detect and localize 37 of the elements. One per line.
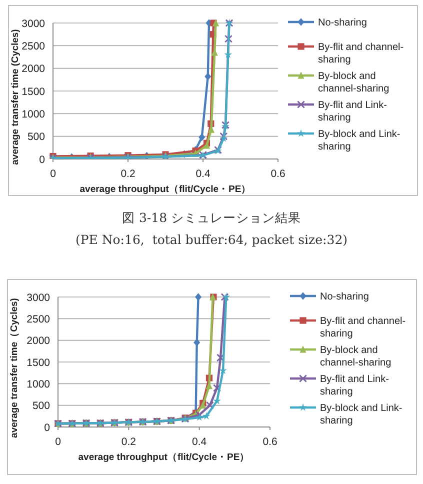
legend-label: No-sharing: [318, 18, 367, 28]
text: (PE No:16, total buffer:64, packet size:32): [75, 232, 348, 247]
x-tick-label: 0.2: [121, 436, 136, 448]
x-axis-title: average throughput（flit/Cycle・PE）: [80, 184, 252, 195]
y-tick-label: 1000: [22, 108, 46, 120]
legend-label: By-block and channel-sharing: [318, 71, 390, 94]
y-axis-title: average transfer time（Cycles): [9, 298, 20, 438]
x-tick-label: 0.6: [270, 168, 286, 180]
y-tick-label: 2500: [26, 313, 50, 326]
y-tick-label: 2000: [22, 63, 46, 76]
y-tick-label: 2000: [26, 335, 50, 348]
legend-label: By-block and channel-sharing: [320, 345, 392, 368]
y-tick-label: 1500: [22, 86, 46, 98]
y-tick-label: 3000: [22, 18, 46, 30]
x-tick-label: 0.4: [196, 168, 210, 180]
y-tick-label: 500: [32, 400, 50, 412]
legend-label: By-block and Link-sharing: [320, 403, 402, 426]
y-tick-label: 3000: [26, 292, 50, 304]
y-tick-label: 0: [39, 154, 46, 166]
y-tick-label: 2500: [22, 40, 46, 52]
legend-label: No-sharing: [320, 292, 369, 302]
y-tick-label: 500: [27, 131, 46, 144]
y-axis-title: average transfer time (Cycles): [10, 29, 21, 165]
x-axis-title: average throughput（flit/Cycle・PE）: [78, 452, 250, 463]
legend-label: By-flit and channel-sharing: [318, 42, 404, 66]
y-tick-label: 1500: [26, 356, 50, 369]
x-tick-label: 0.2: [120, 168, 136, 180]
caption: 図 3-18 シミュレーション結果: [122, 210, 302, 225]
y-tick-label: 0: [44, 422, 50, 434]
legend-label: By-flit and Link-sharing: [318, 100, 387, 124]
legend-label: By-flit and Link-sharing: [320, 374, 389, 398]
x-tick-label: 0.4: [192, 436, 207, 448]
x-tick-label: 0: [55, 436, 62, 448]
legend-label: By-block and Link-sharing: [318, 129, 400, 152]
legend-label: By-flit and channel-sharing: [320, 316, 406, 340]
y-tick-label: 1000: [26, 378, 50, 390]
x-tick-label: 0.6: [262, 436, 278, 448]
